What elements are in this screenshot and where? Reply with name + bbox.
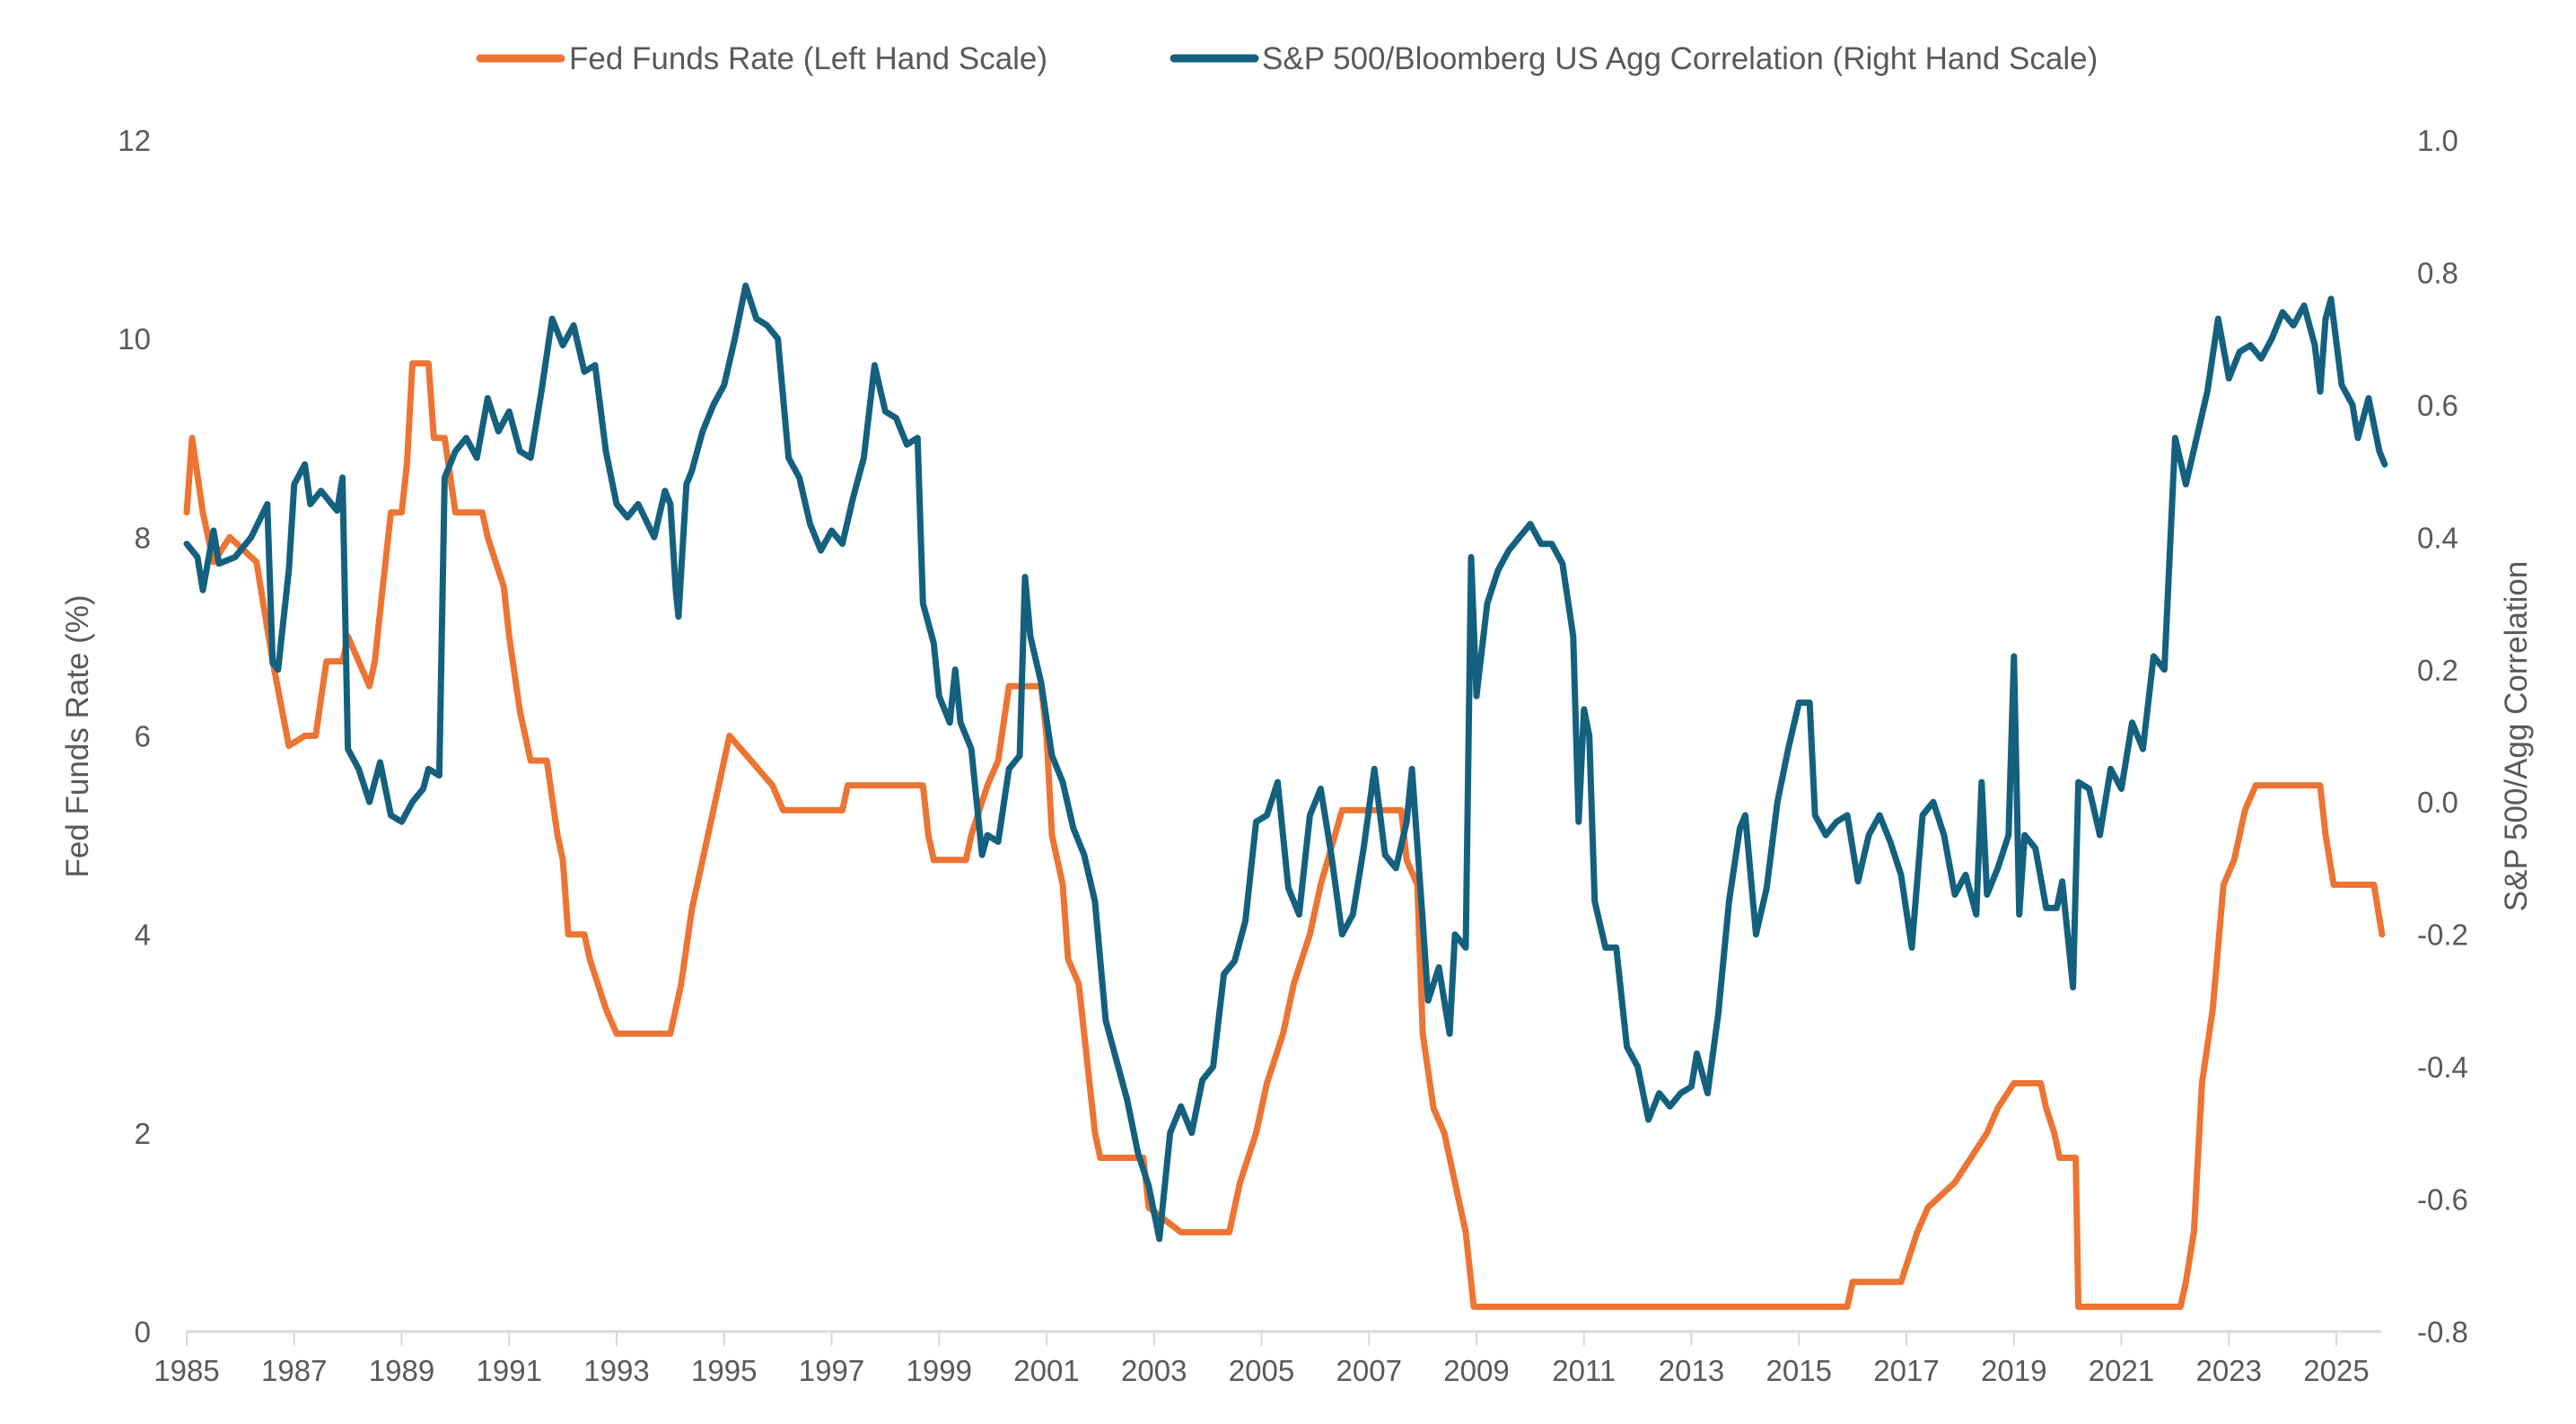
right-axis-label: S&P 500/Agg Correlation	[2499, 561, 2534, 911]
right-tick-label: -0.8	[2417, 1315, 2468, 1349]
x-tick-label: 2013	[1659, 1354, 1724, 1387]
right-tick-label: 0.6	[2417, 389, 2458, 422]
x-tick-label: 1991	[477, 1354, 542, 1387]
left-tick-label: 8	[135, 521, 151, 554]
right-tick-label: -0.6	[2417, 1183, 2468, 1217]
x-tick-label: 2025	[2303, 1354, 2369, 1387]
x-tick-label: 1989	[369, 1354, 434, 1387]
x-tick-label: 1999	[907, 1354, 972, 1387]
x-tick-label: 2017	[1873, 1354, 1939, 1387]
x-tick-label: 1995	[691, 1354, 757, 1387]
legend: Fed Funds Rate (Left Hand Scale) S&P 500…	[476, 41, 2098, 76]
x-tick-label: 2009	[1443, 1354, 1509, 1387]
x-tick-label: 2015	[1766, 1354, 1832, 1387]
left-tick-label: 0	[135, 1315, 151, 1349]
right-tick-label: -0.4	[2417, 1050, 2468, 1084]
x-tick-label: 1997	[799, 1354, 864, 1387]
left-axis-label: Fed Funds Rate (%)	[60, 594, 95, 877]
x-tick-label: 2003	[1121, 1354, 1187, 1387]
x-tick-label: 2007	[1336, 1354, 1402, 1387]
legend-label-correlation: S&P 500/Bloomberg US Agg Correlation (Ri…	[1262, 41, 2098, 76]
right-tick-label: 0.4	[2417, 521, 2458, 554]
left-tick-label: 10	[118, 322, 151, 356]
x-tick-label: 2001	[1013, 1354, 1079, 1387]
left-tick-label: 6	[135, 720, 151, 753]
correlation-line	[183, 282, 2388, 1243]
x-tick-label: 2011	[1552, 1354, 1616, 1387]
x-tick-label: 1985	[153, 1354, 219, 1387]
left-tick-label: 12	[118, 124, 151, 157]
x-tick-label: 2023	[2196, 1354, 2262, 1387]
left-tick-label: 4	[135, 919, 151, 952]
x-tick-label: 2021	[2089, 1354, 2154, 1387]
left-tick-label: 2	[135, 1117, 151, 1150]
x-tick-label: 2005	[1229, 1354, 1294, 1387]
right-tick-label: 1.0	[2417, 124, 2458, 157]
right-tick-label: 0.8	[2417, 256, 2458, 289]
right-tick-label: 0.0	[2417, 786, 2458, 819]
x-tick-label: 1993	[583, 1354, 649, 1387]
legend-label-fed-funds: Fed Funds Rate (Left Hand Scale)	[569, 41, 1047, 76]
x-tick-label: 1987	[261, 1354, 327, 1387]
right-tick-label: -0.2	[2417, 919, 2468, 952]
right-tick-label: 0.2	[2417, 654, 2458, 687]
x-tick-label: 2019	[1981, 1354, 2046, 1387]
